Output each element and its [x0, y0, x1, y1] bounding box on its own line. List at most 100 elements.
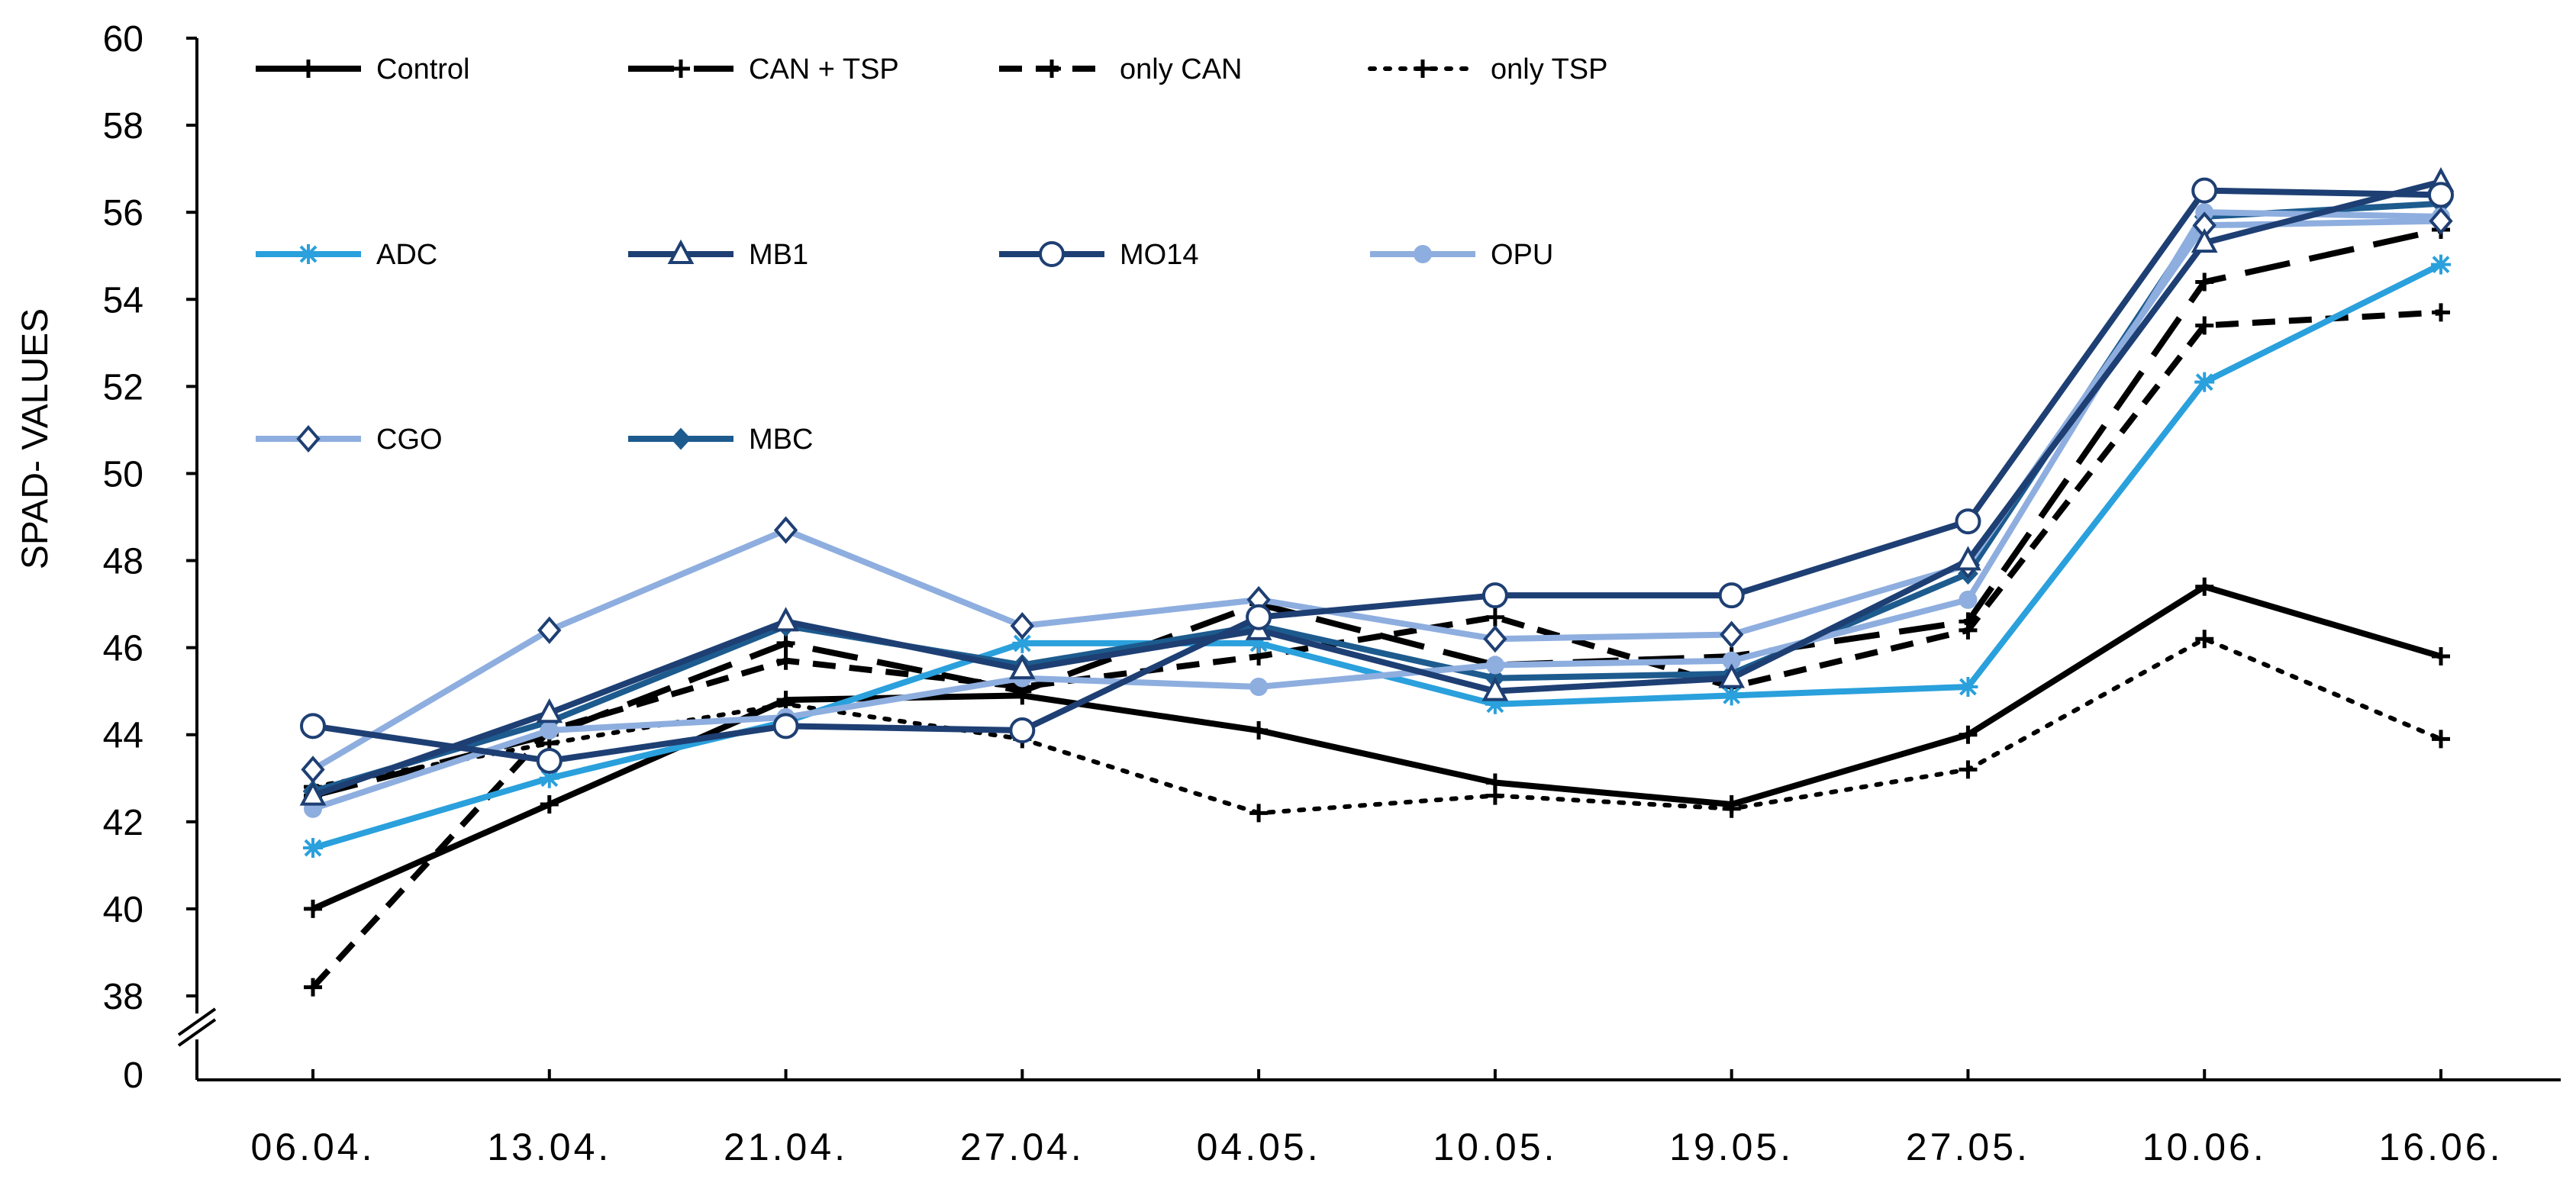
data-point-mo14: [536, 747, 563, 774]
y-tick-label: 42: [103, 803, 143, 843]
y-axis-title: SPAD- VALUES: [15, 308, 56, 569]
legend-marker: [1039, 241, 1065, 267]
x-tick-label: 10.05.: [1433, 1126, 1557, 1168]
legend-entry-only-can: only CAN: [999, 53, 1243, 85]
legend-entry-cgo: CGO: [256, 424, 443, 456]
data-point-adc: [1012, 633, 1033, 653]
data-point-adc: [1249, 633, 1269, 653]
data-point-control: [2195, 577, 2214, 596]
x-tick-label: 19.05.: [1669, 1126, 1794, 1168]
legend-label: ADC: [376, 239, 437, 271]
data-point-cgo: [1720, 620, 1744, 649]
data-point-control: [304, 899, 322, 918]
data-point-control: [1959, 725, 1978, 744]
y-tick-label: 0: [123, 1055, 143, 1096]
data-point-control: [776, 691, 795, 710]
x-tick-label: 27.05.: [1906, 1126, 2030, 1168]
series-line-can-tsp: [312, 227, 2442, 799]
data-point-mo14: [1955, 508, 1981, 535]
legend-entry-mo14: MO14: [999, 239, 1198, 271]
legend-marker: [670, 427, 692, 450]
series-mo14: [300, 177, 2454, 774]
data-point-mb1: [772, 607, 799, 632]
series-line-mo14: [312, 187, 2442, 764]
data-point-cgo: [2429, 207, 2453, 235]
data-point-only-tsp: [1959, 760, 1978, 779]
data-point-only-can: [776, 651, 795, 670]
x-tick-label: 10.06.: [2142, 1126, 2267, 1168]
data-point-adc: [1721, 685, 1742, 706]
series-line-only-can: [311, 309, 2442, 990]
axis-break-mark-bottom: [177, 1018, 217, 1047]
data-point-control: [2432, 647, 2450, 666]
series-can-tsp: [304, 221, 2450, 805]
legend-marker: [299, 60, 318, 78]
x-tick-label: 21.04.: [724, 1126, 848, 1168]
data-point-adc: [1958, 676, 1978, 697]
data-point-mb1: [536, 698, 563, 723]
legend-marker: [296, 424, 321, 453]
legend-entry-mb1: MB1: [628, 239, 808, 271]
series-line-cgo: [311, 218, 2442, 772]
data-point-only-can: [2195, 316, 2214, 335]
legend-entry-only-tsp: only TSP: [1368, 53, 1607, 85]
data-point-mb1: [299, 781, 327, 806]
data-point-mo14: [300, 713, 326, 740]
data-point-opu: [1249, 677, 1269, 696]
data-point-adc: [303, 838, 323, 859]
data-point-cgo: [537, 616, 562, 644]
legend-label: MO14: [1120, 239, 1198, 271]
data-point-mo14: [1718, 582, 1745, 609]
data-point-control: [540, 795, 559, 814]
data-point-only-tsp: [1249, 804, 1269, 823]
data-point-adc: [1485, 694, 1505, 714]
data-point-cgo: [773, 516, 798, 544]
legend-label: only CAN: [1120, 53, 1243, 85]
y-tick-label: 56: [103, 193, 143, 234]
data-point-cgo: [301, 756, 325, 784]
data-point-mo14: [2191, 177, 2218, 204]
series-mbc: [302, 192, 2452, 803]
legend-label: CAN + TSP: [749, 53, 899, 85]
legend-marker: [1043, 60, 1061, 78]
data-point-cgo: [1010, 612, 1034, 640]
legend-label: CGO: [376, 424, 443, 456]
data-point-cgo: [1483, 625, 1507, 653]
data-point-opu: [1959, 590, 1978, 609]
legend-entry-adc: ADC: [256, 239, 437, 271]
data-point-mb1: [1008, 654, 1036, 680]
data-point-mb1: [2191, 227, 2218, 253]
data-point-control: [1249, 721, 1269, 740]
data-point-mo14: [2428, 182, 2454, 208]
legend-label: Control: [376, 53, 470, 85]
data-point-mo14: [772, 713, 799, 740]
data-point-opu: [540, 721, 559, 740]
legend-marker: [1414, 60, 1432, 78]
y-tick-label: 46: [103, 629, 143, 669]
legend-label: MBC: [749, 424, 813, 456]
data-point-mo14: [1481, 582, 1508, 609]
x-tick-label: 13.04.: [487, 1126, 611, 1168]
data-point-can-tsp: [1959, 612, 1978, 631]
y-tick-label: 52: [103, 367, 143, 408]
y-tick-label: 58: [103, 106, 143, 147]
data-point-mo14: [1009, 717, 1036, 744]
y-tick-label: 50: [103, 454, 143, 495]
data-point-only-can: [304, 978, 322, 997]
data-point-adc: [2431, 254, 2451, 275]
data-point-control: [1013, 686, 1032, 705]
data-point-only-tsp: [2432, 730, 2450, 749]
data-point-can-tsp: [776, 633, 795, 652]
data-point-adc: [539, 768, 559, 788]
x-tick-label: 16.06.: [2378, 1126, 2503, 1168]
y-tick-label: 44: [103, 716, 143, 756]
data-point-mb1: [1955, 546, 1981, 571]
legend-entry-opu: OPU: [1370, 239, 1553, 271]
data-point-mb1: [1718, 663, 1746, 688]
legend-entry-control: Control: [256, 53, 470, 85]
legend-marker: [672, 60, 690, 78]
data-point-mb1: [1481, 676, 1509, 701]
legend-marker: [298, 244, 318, 264]
